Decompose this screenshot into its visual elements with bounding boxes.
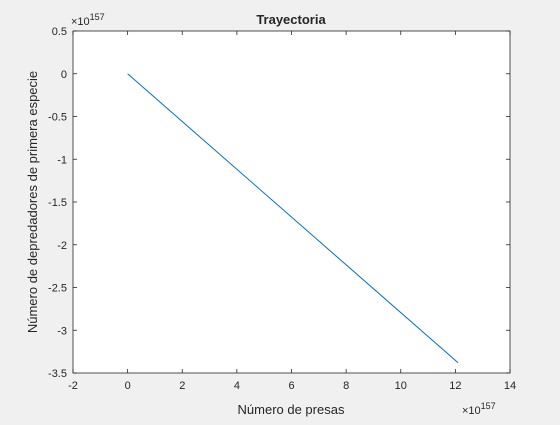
x-tick-label: 8 <box>343 380 349 392</box>
x-tick-label: 0 <box>125 380 131 392</box>
x-axis: -2 0 2 4 6 8 10 12 14 <box>68 31 516 392</box>
x-tick-label: 4 <box>234 380 240 392</box>
y-tick-label: -1 <box>57 154 67 166</box>
y-tick-label: -0.5 <box>48 112 67 124</box>
x-axis-exponent: ×10157 <box>462 401 496 417</box>
y-tick-label: -3.5 <box>48 368 67 380</box>
series-layer <box>127 73 459 364</box>
y-tick-label: -2.5 <box>48 283 67 295</box>
y-tick-label: 0.5 <box>52 26 67 38</box>
y-tick-label: -2 <box>57 240 67 252</box>
trajectory-line <box>127 73 459 364</box>
y-tick-label: -3 <box>57 325 67 337</box>
y-axis-label: Número de depredadores de primera especi… <box>25 71 40 333</box>
y-tick-label: 0 <box>61 69 67 81</box>
plot-area <box>73 31 510 373</box>
x-tick-label: 2 <box>179 380 185 392</box>
y-tick-label: -1.5 <box>48 197 67 209</box>
x-tick-label: 14 <box>504 380 516 392</box>
x-tick-label: 12 <box>449 380 461 392</box>
y-axis-exponent: ×10157 <box>71 12 105 28</box>
x-tick-label: 6 <box>288 380 294 392</box>
y-axis: 0.5 0 -0.5 -1 -1.5 -2 -2.5 -3 -3.5 <box>48 26 510 380</box>
x-tick-label: -2 <box>68 380 78 392</box>
x-axis-label: Número de presas <box>238 402 345 417</box>
x-tick-label: 10 <box>395 380 407 392</box>
chart-title: Trayectoria <box>256 12 326 27</box>
